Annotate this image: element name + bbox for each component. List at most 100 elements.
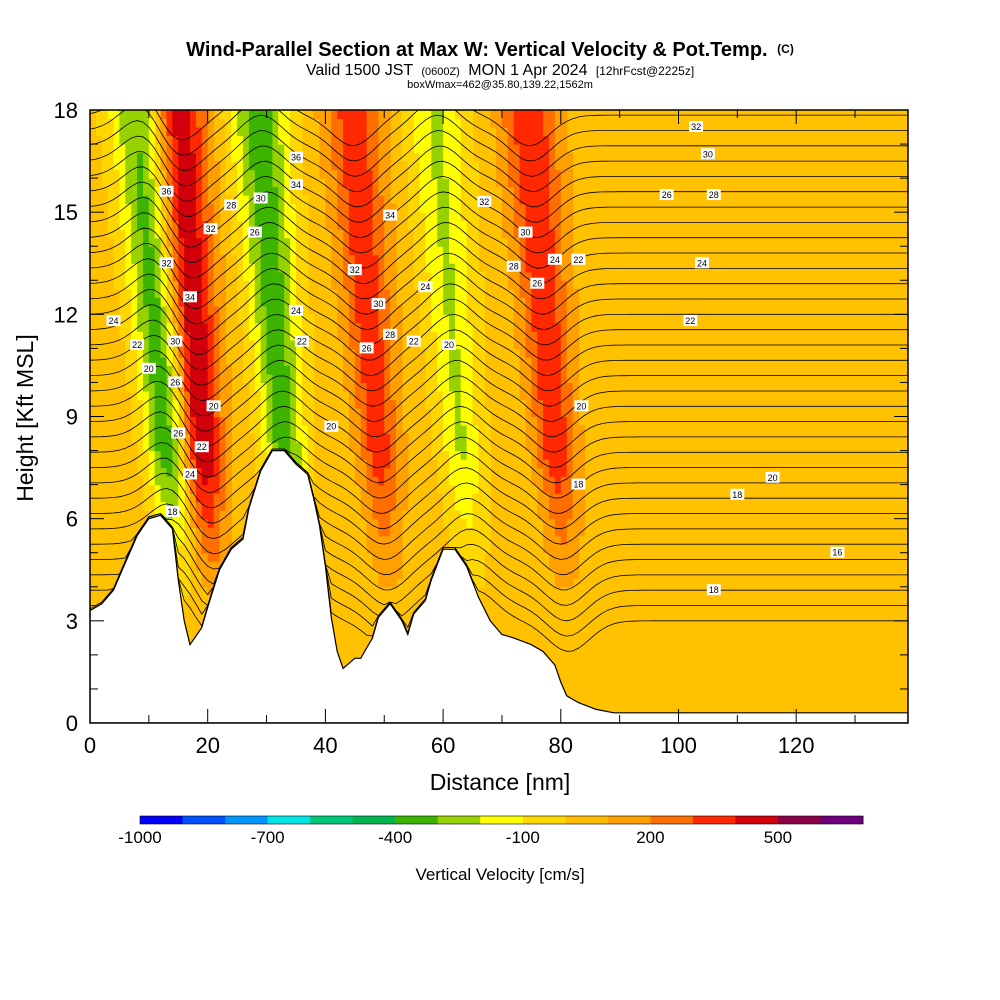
field-cell — [378, 144, 385, 154]
field-cell — [131, 220, 138, 230]
field-cell — [137, 246, 144, 256]
field-cell — [225, 399, 232, 409]
field-cell — [549, 356, 556, 366]
field-cell — [178, 110, 185, 120]
field-cell — [101, 110, 109, 120]
field-cell — [472, 433, 479, 443]
field-cell — [425, 322, 432, 332]
field-cell — [272, 442, 279, 452]
field-cell — [478, 518, 485, 528]
field-cell — [366, 246, 374, 256]
field-cell — [284, 382, 291, 392]
field-cell — [449, 237, 456, 247]
field-cell — [160, 373, 168, 383]
field-cell — [131, 271, 138, 281]
field-cell — [201, 339, 209, 349]
field-cell — [396, 365, 403, 375]
field-cell — [337, 186, 344, 196]
field-cell — [172, 305, 179, 315]
field-cell — [466, 527, 474, 537]
field-cell — [554, 399, 562, 409]
field-cell — [301, 280, 309, 290]
theta-contour-label: 24 — [183, 468, 197, 480]
field-cell — [366, 331, 374, 341]
field-cell — [131, 305, 138, 315]
field-cell — [207, 203, 215, 213]
field-cell — [372, 220, 379, 230]
field-cell — [566, 297, 574, 307]
field-cell — [449, 203, 456, 213]
field-cell — [348, 135, 356, 145]
field-cell — [125, 331, 132, 341]
field-cell — [272, 297, 279, 307]
field-cell — [396, 552, 403, 562]
field-cell — [160, 399, 168, 409]
field-cell — [219, 305, 226, 315]
field-cell — [225, 544, 232, 554]
field-cell — [466, 212, 474, 222]
field-cell — [207, 561, 215, 571]
field-cell — [166, 442, 173, 452]
field-cell — [143, 356, 150, 366]
field-cell — [172, 152, 179, 162]
field-cell — [366, 110, 374, 120]
field-cell — [366, 220, 374, 230]
field-cell — [507, 135, 515, 145]
field-cell — [354, 416, 362, 426]
field-cell — [390, 527, 397, 537]
field-cell — [443, 467, 450, 477]
field-cell — [384, 484, 391, 494]
field-cell — [137, 254, 144, 264]
field-cell — [390, 339, 397, 349]
field-cell — [225, 442, 232, 452]
field-cell — [201, 535, 209, 545]
field-cell — [472, 314, 479, 324]
field-cell — [207, 501, 215, 511]
field-cell — [243, 212, 250, 222]
field-cell — [354, 203, 362, 213]
field-cell — [266, 212, 273, 222]
field-cell — [378, 433, 385, 443]
field-cell — [166, 416, 173, 426]
contour-label-text: 26 — [362, 343, 372, 353]
field-cell — [560, 425, 568, 435]
field-cell — [466, 552, 474, 562]
theta-contour-line — [90, 130, 908, 193]
field-cell — [390, 484, 397, 494]
field-cell — [560, 535, 568, 545]
field-cell — [101, 169, 109, 179]
field-cell — [437, 484, 444, 494]
field-cell — [537, 322, 544, 332]
field-cell — [343, 373, 350, 383]
field-cell — [454, 118, 462, 128]
field-cell — [225, 169, 232, 179]
field-cell — [290, 280, 297, 290]
field-cell — [207, 442, 215, 452]
field-cell — [543, 305, 550, 315]
field-cell — [207, 382, 215, 392]
field-cell — [325, 127, 332, 137]
field-cell — [543, 331, 550, 341]
field-cell — [266, 391, 273, 401]
field-cell — [219, 484, 226, 494]
field-cell — [537, 110, 544, 120]
field-cell — [354, 305, 362, 315]
field-cell — [266, 152, 273, 162]
field-cell — [519, 373, 527, 383]
field-cell — [566, 365, 574, 375]
field-cell — [154, 433, 162, 443]
field-cell — [384, 416, 391, 426]
field-cell — [207, 518, 215, 528]
field-cell — [531, 203, 538, 213]
field-cell — [572, 331, 580, 341]
field-cell — [148, 212, 156, 222]
field-cell — [172, 356, 179, 366]
field-cell — [184, 373, 191, 383]
field-cell — [201, 578, 209, 588]
field-cell — [578, 518, 585, 528]
field-cell — [260, 254, 268, 264]
field-cell — [301, 271, 309, 281]
field-cell — [431, 433, 438, 443]
field-cell — [360, 365, 368, 375]
field-cell — [190, 382, 197, 392]
